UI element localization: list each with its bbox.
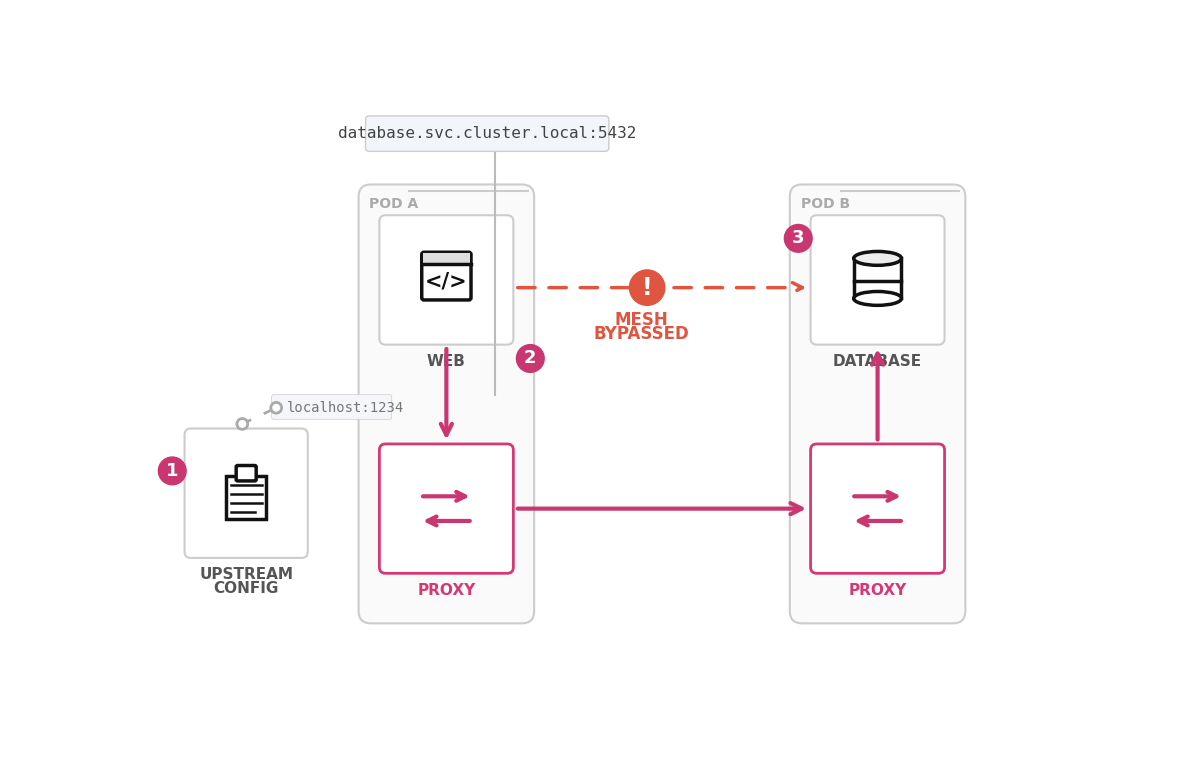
Text: </>: </> xyxy=(425,272,468,292)
Ellipse shape xyxy=(854,251,901,265)
FancyBboxPatch shape xyxy=(185,428,308,558)
Text: BYPASSED: BYPASSED xyxy=(593,324,689,343)
FancyBboxPatch shape xyxy=(380,444,513,573)
Text: 1: 1 xyxy=(166,462,179,480)
FancyBboxPatch shape xyxy=(365,116,609,151)
Bar xyxy=(423,253,470,264)
Text: POD B: POD B xyxy=(800,197,850,211)
Circle shape xyxy=(236,419,247,429)
Text: WEB: WEB xyxy=(427,354,466,369)
Circle shape xyxy=(159,457,186,484)
Text: PROXY: PROXY xyxy=(849,583,906,597)
Circle shape xyxy=(629,270,665,305)
Ellipse shape xyxy=(854,292,901,305)
Text: !: ! xyxy=(642,275,652,300)
FancyBboxPatch shape xyxy=(271,395,392,420)
FancyArrowPatch shape xyxy=(518,503,801,514)
Text: POD A: POD A xyxy=(369,197,419,211)
FancyBboxPatch shape xyxy=(236,466,257,481)
FancyBboxPatch shape xyxy=(811,215,944,345)
FancyBboxPatch shape xyxy=(380,215,513,345)
Circle shape xyxy=(784,225,812,252)
Text: database.svc.cluster.local:5432: database.svc.cluster.local:5432 xyxy=(338,126,636,141)
Bar xyxy=(226,476,266,519)
FancyBboxPatch shape xyxy=(421,252,470,300)
Bar xyxy=(854,258,901,299)
FancyArrowPatch shape xyxy=(427,516,469,526)
Text: CONFIG: CONFIG xyxy=(214,581,279,596)
FancyArrowPatch shape xyxy=(872,353,884,440)
FancyArrowPatch shape xyxy=(518,282,802,292)
FancyBboxPatch shape xyxy=(811,444,944,573)
FancyArrowPatch shape xyxy=(423,492,466,501)
Text: MESH: MESH xyxy=(614,311,667,329)
FancyBboxPatch shape xyxy=(789,184,966,623)
Circle shape xyxy=(271,402,282,413)
Text: PROXY: PROXY xyxy=(417,583,475,597)
Circle shape xyxy=(517,345,544,372)
FancyArrowPatch shape xyxy=(441,349,453,435)
Text: DATABASE: DATABASE xyxy=(833,354,922,369)
Text: localhost:1234: localhost:1234 xyxy=(287,401,405,415)
Text: 3: 3 xyxy=(792,229,805,247)
FancyBboxPatch shape xyxy=(239,469,253,478)
Text: UPSTREAM: UPSTREAM xyxy=(199,567,294,583)
FancyArrowPatch shape xyxy=(858,516,901,526)
Text: 2: 2 xyxy=(524,349,536,367)
FancyBboxPatch shape xyxy=(358,184,534,623)
FancyArrowPatch shape xyxy=(854,492,897,501)
